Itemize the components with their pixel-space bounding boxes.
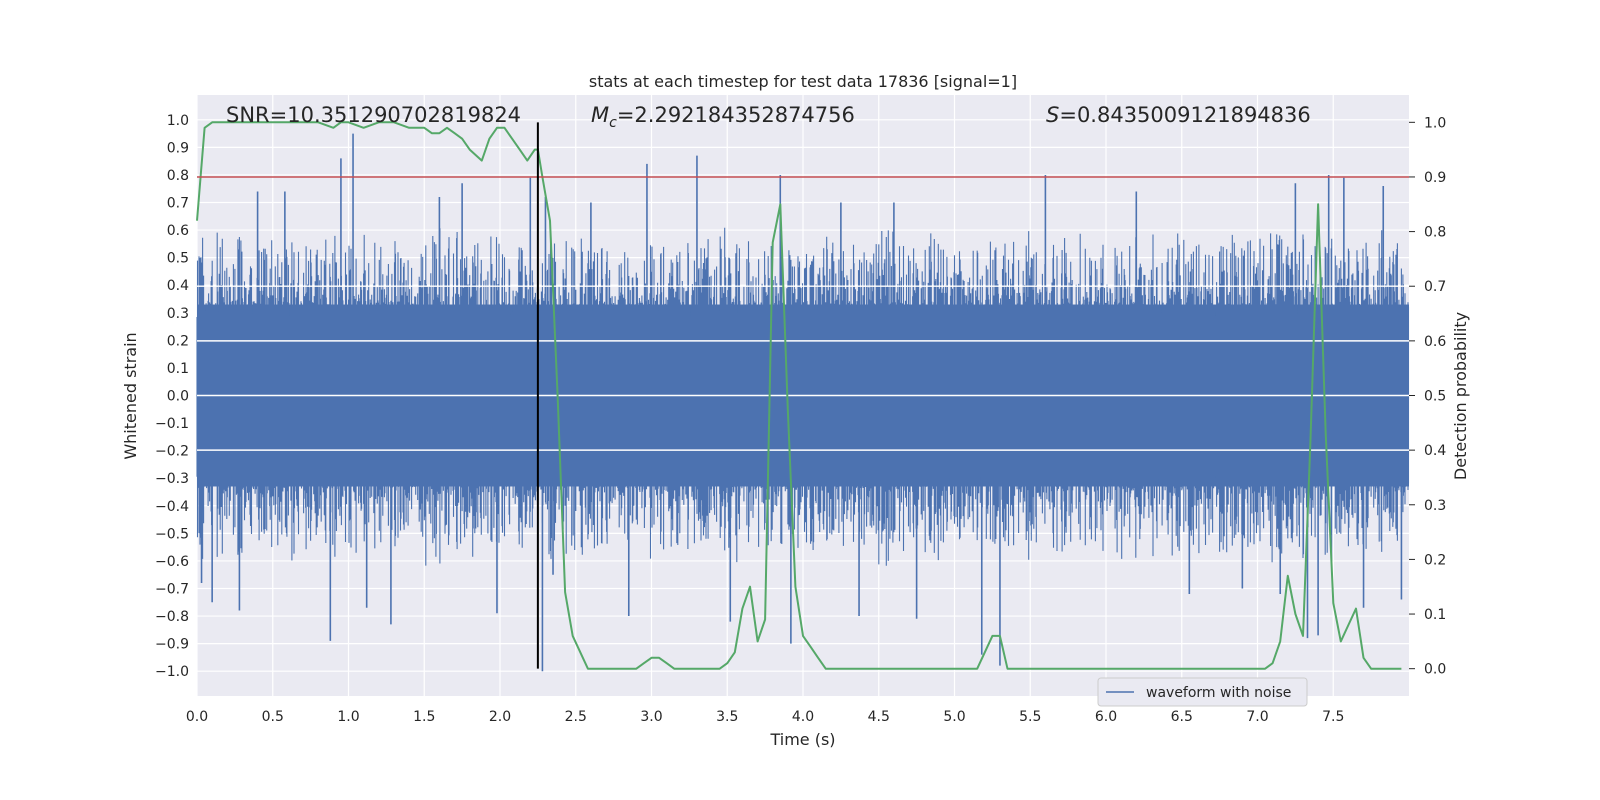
y-right-axis-title: Detection probability	[1451, 312, 1470, 480]
x-tick-label: 6.0	[1095, 709, 1117, 725]
y-left-tick-label: 0.0	[167, 389, 189, 405]
grid-overlay	[197, 285, 1409, 451]
score-annotation: S=0.8435009121894836	[1046, 103, 1311, 127]
y-right-tick-label: 0.9	[1424, 170, 1446, 186]
chirp-mass-value: =2.292184352874756	[617, 103, 855, 127]
y-left-tick-label: −0.1	[155, 416, 189, 432]
x-tick-label: 0.5	[262, 709, 284, 725]
y-left-tick-label: 1.0	[167, 113, 189, 129]
x-tick-label: 7.5	[1322, 709, 1344, 725]
score-symbol: S	[1046, 103, 1059, 127]
y-left-tick-label: 0.3	[167, 306, 189, 322]
y-right-tick-label: 1.0	[1424, 115, 1446, 131]
y-left-tick-label: −0.8	[155, 609, 189, 625]
legend-box	[1097, 677, 1308, 707]
reference-lines	[197, 122, 1409, 669]
chirp-mass-annotation: Mc=2.292184352874756	[591, 103, 855, 131]
y-left-tick-label: −0.3	[155, 471, 189, 487]
x-tick-label: 1.0	[337, 709, 359, 725]
y-right-tick-label: 0.6	[1424, 334, 1446, 350]
x-tick-label: 2.5	[565, 709, 587, 725]
y-left-tick-label: 0.9	[167, 140, 189, 156]
chart-title: stats at each timestep for test data 178…	[589, 72, 1017, 91]
y-left-axis-title: Whitened strain	[121, 332, 140, 459]
y-left-tick-label: 0.2	[167, 333, 189, 349]
y-right-tick-label: 0.0	[1424, 662, 1446, 678]
y-left-tick-label: −0.9	[155, 637, 189, 653]
y-left-tick-label: −0.6	[155, 554, 189, 570]
snr-annotation: SNR=10.351290702819824	[226, 103, 521, 127]
y-left-tick-label: −0.5	[155, 526, 189, 542]
x-axis-title: Time (s)	[769, 730, 835, 749]
y-left-tick-label: 0.5	[167, 251, 189, 267]
x-tick-label: 1.5	[413, 709, 435, 725]
x-tick-label: 4.0	[792, 709, 814, 725]
chirp-mass-symbol: M	[591, 103, 609, 127]
y-left-tick-label: 0.8	[167, 168, 189, 184]
y-right-tick-label: 0.3	[1424, 498, 1446, 514]
y-right-tick-label: 0.1	[1424, 607, 1446, 623]
x-tick-label: 5.5	[1019, 709, 1041, 725]
y-left-axis-ticks: 1.0 0.9 0.8 0.7 0.6 0.5 0.4 0.3 0.2 0.1 0.0 −0.1 −0.…	[155, 113, 189, 680]
x-tick-label: 0.0	[186, 709, 208, 725]
y-right-tick-label: 0.8	[1424, 225, 1446, 241]
y-right-tick-label: 0.2	[1424, 552, 1446, 568]
x-axis-ticks: 0.0 0.5 1.0 1.5 2.0 2.5 3.0 3.5 4.0 4.5 5.0 5.5 6.0 6…	[186, 709, 1345, 725]
x-tick-label: 3.5	[716, 709, 738, 725]
y-left-tick-label: 0.6	[167, 223, 189, 239]
x-tick-label: 7.0	[1246, 709, 1268, 725]
x-tick-label: 3.0	[640, 709, 662, 725]
y-left-tick-label: −1.0	[155, 664, 189, 680]
x-tick-label: 4.5	[868, 709, 890, 725]
y-left-tick-label: 0.4	[167, 278, 189, 294]
waveform-noise	[196, 227, 1410, 566]
chirp-mass-subscript: c	[609, 115, 617, 131]
probability-series	[196, 121, 1402, 670]
x-tick-label: 2.0	[489, 709, 511, 725]
y-left-tick-label: 0.1	[167, 361, 189, 377]
x-tick-label: 6.5	[1171, 709, 1193, 725]
probability-line	[196, 121, 1402, 670]
x-tick-label: 5.0	[943, 709, 965, 725]
score-value: =0.8435009121894836	[1059, 103, 1310, 127]
y-right-tick-label: 0.5	[1424, 389, 1446, 405]
y-left-tick-label: 0.7	[167, 196, 189, 212]
legend-label: waveform with noise	[1146, 685, 1291, 701]
y-right-tick-label: 0.7	[1424, 279, 1446, 295]
y-right-axis-ticks: 1.0 0.9 0.8 0.7 0.6 0.5 0.4 0.3 0.2 0.1 0.0	[1409, 115, 1446, 678]
y-left-tick-label: −0.2	[155, 444, 189, 460]
legend: waveform with noise	[1097, 677, 1308, 707]
y-left-tick-label: −0.7	[155, 581, 189, 597]
y-left-tick-label: −0.4	[155, 499, 189, 515]
y-right-tick-label: 0.4	[1424, 443, 1446, 459]
